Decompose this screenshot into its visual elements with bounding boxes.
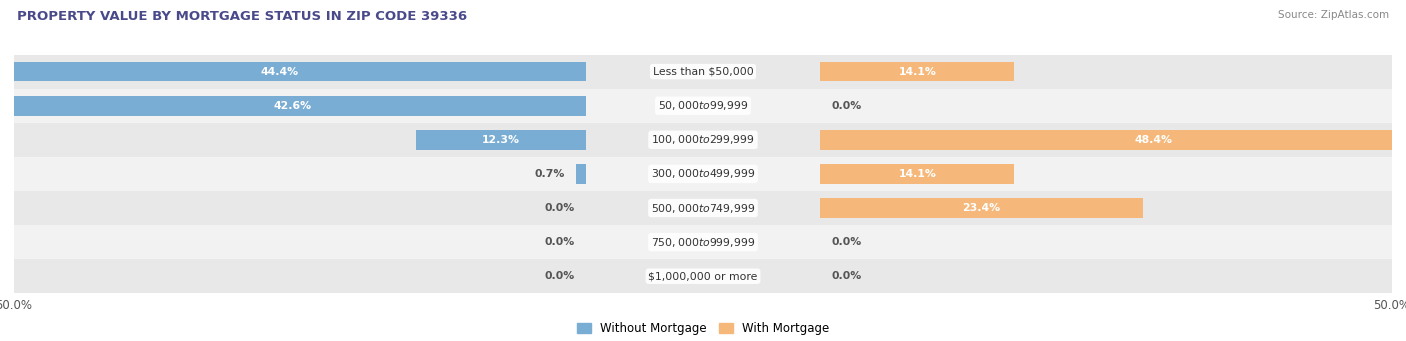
Text: 44.4%: 44.4% — [262, 66, 299, 77]
Bar — [0, 96, 586, 116]
Legend: Without Mortgage, With Mortgage: Without Mortgage, With Mortgage — [572, 317, 834, 340]
Text: PROPERTY VALUE BY MORTGAGE STATUS IN ZIP CODE 39336: PROPERTY VALUE BY MORTGAGE STATUS IN ZIP… — [17, 10, 467, 23]
Text: 0.0%: 0.0% — [544, 237, 575, 247]
Text: 23.4%: 23.4% — [962, 203, 1001, 213]
Bar — [14, 191, 1392, 225]
Bar — [14, 55, 1392, 89]
Text: Source: ZipAtlas.com: Source: ZipAtlas.com — [1278, 10, 1389, 20]
Text: 14.1%: 14.1% — [898, 169, 936, 179]
Text: 48.4%: 48.4% — [1135, 135, 1173, 145]
Bar — [820, 164, 1014, 184]
Bar — [820, 62, 1014, 81]
Text: 12.3%: 12.3% — [482, 135, 520, 145]
Bar — [14, 225, 1392, 259]
Text: 42.6%: 42.6% — [273, 101, 312, 111]
Bar — [14, 89, 1392, 123]
Text: 0.0%: 0.0% — [544, 271, 575, 281]
Bar — [14, 123, 1392, 157]
Text: $50,000 to $99,999: $50,000 to $99,999 — [658, 99, 748, 112]
Text: Less than $50,000: Less than $50,000 — [652, 66, 754, 77]
Bar — [576, 164, 586, 184]
Text: $1,000,000 or more: $1,000,000 or more — [648, 271, 758, 281]
Text: 0.0%: 0.0% — [544, 203, 575, 213]
Text: $500,000 to $749,999: $500,000 to $749,999 — [651, 202, 755, 214]
Bar — [0, 62, 586, 81]
Text: 0.0%: 0.0% — [831, 271, 862, 281]
Text: $750,000 to $999,999: $750,000 to $999,999 — [651, 236, 755, 249]
Bar — [14, 259, 1392, 293]
Text: 0.0%: 0.0% — [831, 237, 862, 247]
Text: $100,000 to $299,999: $100,000 to $299,999 — [651, 133, 755, 146]
Bar — [416, 130, 586, 150]
Bar — [820, 130, 1406, 150]
Text: 14.1%: 14.1% — [898, 66, 936, 77]
Bar — [820, 198, 1143, 218]
Text: 0.0%: 0.0% — [831, 101, 862, 111]
Text: 0.7%: 0.7% — [534, 169, 565, 179]
Text: $300,000 to $499,999: $300,000 to $499,999 — [651, 167, 755, 180]
Bar — [14, 157, 1392, 191]
